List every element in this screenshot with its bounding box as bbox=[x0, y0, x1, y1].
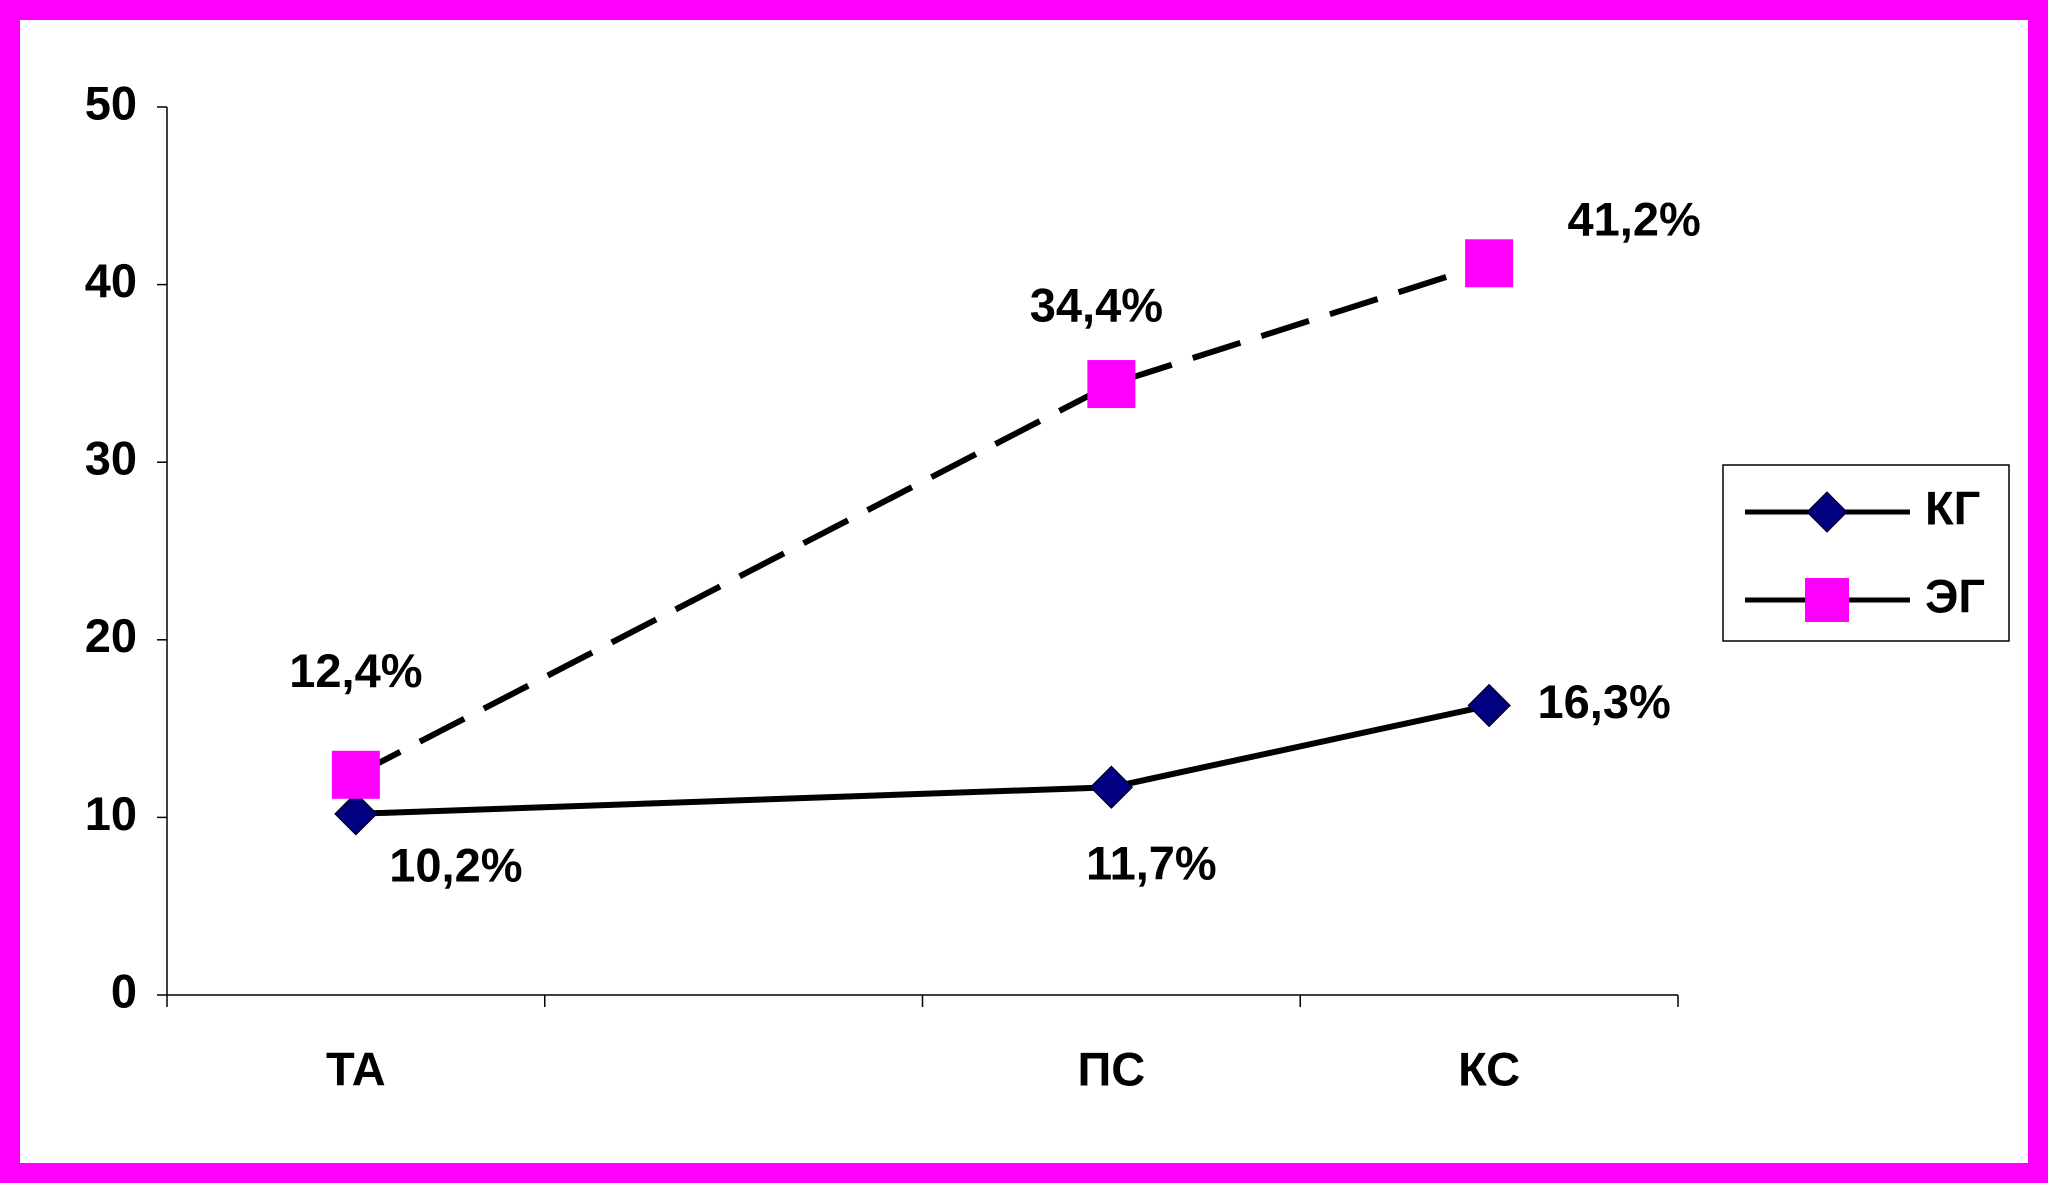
data-label: 10,2% bbox=[389, 838, 522, 891]
data-point bbox=[1465, 239, 1514, 288]
legend-label: ЭГ bbox=[1925, 569, 1985, 622]
y-tick-label: 40 bbox=[85, 254, 137, 307]
legend-marker bbox=[1806, 491, 1848, 533]
y-tick-label: 20 bbox=[85, 609, 137, 662]
series-line bbox=[354, 260, 1491, 778]
data-label: 16,3% bbox=[1537, 675, 1670, 728]
legend-box bbox=[1722, 464, 2010, 642]
legend-marker bbox=[1805, 578, 1849, 622]
y-tick-label: 50 bbox=[85, 76, 137, 129]
x-tick-label: ПС bbox=[1078, 1042, 1146, 1095]
y-tick-label: 30 bbox=[85, 432, 137, 485]
data-label: 12,4% bbox=[289, 644, 422, 697]
data-label: 41,2% bbox=[1567, 193, 1700, 246]
data-point bbox=[1087, 360, 1136, 409]
y-tick-label: 10 bbox=[85, 787, 137, 840]
data-point bbox=[331, 750, 380, 799]
data-point bbox=[1467, 683, 1511, 728]
legend-label: КГ bbox=[1925, 481, 1980, 534]
x-tick-label: ТА bbox=[326, 1042, 386, 1095]
data-point bbox=[334, 792, 378, 836]
data-label: 11,7% bbox=[1086, 837, 1217, 890]
x-tick-label: КС bbox=[1458, 1042, 1520, 1095]
y-tick-label: 0 bbox=[111, 964, 137, 1017]
data-point bbox=[1089, 765, 1134, 809]
data-label: 34,4% bbox=[1030, 278, 1163, 331]
